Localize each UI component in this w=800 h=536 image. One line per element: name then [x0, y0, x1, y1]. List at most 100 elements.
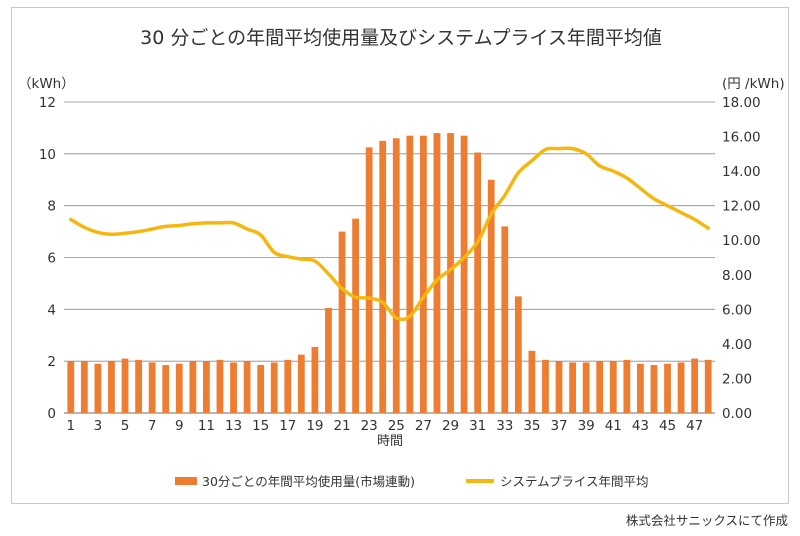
bar [691, 358, 699, 413]
legend-label-line: システムプライス年間平均 [500, 474, 649, 489]
bar [311, 346, 319, 413]
bar [555, 361, 563, 413]
bar [460, 135, 468, 414]
bar [80, 361, 88, 413]
x-tick-label: 11 [198, 418, 215, 434]
x-tick-label: 37 [550, 418, 567, 434]
bar [582, 362, 590, 413]
bar [623, 359, 631, 413]
bar [121, 358, 129, 413]
bar [677, 362, 685, 413]
x-tick-label: 13 [225, 418, 242, 434]
y-left-tick-label: 0 [47, 406, 56, 422]
x-axis-title: 時間 [377, 434, 403, 449]
bar [162, 365, 170, 413]
chart-svg: 30 分ごとの年間平均使用量及びシステムプライス年間平均値 （kWh） (円 /… [18, 27, 785, 489]
bar [420, 135, 427, 414]
bar [609, 361, 617, 413]
x-tick-label: 27 [415, 418, 432, 434]
x-tick-label: 3 [94, 418, 103, 434]
y-left-tick-label: 10 [39, 147, 56, 163]
x-tick-label: 7 [148, 418, 157, 434]
x-tick-label: 29 [442, 418, 459, 434]
x-tick-label: 35 [523, 418, 540, 434]
chart-title: 30 分ごとの年間平均使用量及びシステムプライス年間平均値 [140, 27, 662, 49]
x-tick-label: 9 [175, 418, 184, 434]
x-tick-label: 39 [578, 418, 595, 434]
x-tick-label: 33 [496, 418, 513, 434]
y-left-tick-label: 4 [47, 302, 56, 318]
y-left-tick-label: 8 [47, 199, 56, 215]
credit-text: 株式会社サニックスにて作成 [625, 513, 788, 528]
bar [352, 218, 359, 413]
bar [569, 362, 576, 413]
bar [189, 361, 197, 413]
bar [257, 365, 265, 413]
bar [216, 359, 224, 413]
x-tick-label: 23 [361, 418, 378, 434]
x-tick-label: 5 [121, 418, 130, 434]
bar [664, 363, 671, 413]
bar [514, 296, 522, 413]
x-tick-label: 45 [659, 418, 676, 434]
y-right-tick-label: 0.00 [722, 406, 752, 422]
y-right-tick-label: 14.00 [722, 164, 761, 180]
bar [501, 226, 509, 413]
bar [596, 361, 604, 413]
bar [474, 152, 482, 413]
bar [135, 359, 142, 413]
bar [325, 308, 332, 413]
bar [528, 350, 536, 413]
x-tick-label: 43 [632, 418, 649, 434]
x-tick-label: 47 [686, 418, 703, 434]
chart-frame: 30 分ごとの年間平均使用量及びシステムプライス年間平均値 （kWh） (円 /… [11, 7, 789, 504]
y-right-tick-label: 6.00 [722, 302, 752, 318]
bar [67, 361, 75, 413]
price-line [69, 146, 710, 322]
bar [230, 362, 237, 413]
legend-swatch-bar [175, 477, 197, 485]
legend: 30分ごとの年間平均使用量(市場連動) システムプライス年間平均 [175, 474, 649, 489]
left-axis-unit: （kWh） [18, 76, 75, 92]
y-right-tick-label: 12.00 [722, 199, 761, 215]
bar [297, 354, 305, 413]
y-right-tick-label: 8.00 [722, 268, 752, 284]
bar [365, 147, 373, 413]
bar [270, 362, 278, 413]
x-tick-label: 31 [469, 418, 486, 434]
x-tick-label: 15 [252, 418, 269, 434]
x-tick-label: 21 [333, 418, 350, 434]
bar [203, 361, 210, 413]
bars-layer [67, 133, 712, 414]
bar [704, 359, 712, 413]
bar [148, 362, 156, 413]
y-left-tick-label: 2 [47, 354, 56, 370]
y-left-tick-label: 6 [47, 251, 56, 267]
bar [94, 363, 102, 413]
bar [447, 133, 454, 413]
bar [637, 363, 644, 413]
legend-label-bar: 30分ごとの年間平均使用量(市場連動) [202, 474, 415, 489]
bar [108, 361, 115, 413]
y-right-tick-label: 2.00 [722, 371, 752, 387]
x-tick-label: 19 [306, 418, 323, 434]
bar [175, 363, 183, 413]
x-tick-label: 17 [279, 418, 296, 434]
y-right-tick-label: 16.00 [722, 130, 761, 146]
grid-layer [64, 101, 715, 414]
y-right-tick-label: 18.00 [722, 95, 761, 111]
x-tick-label: 1 [66, 418, 75, 434]
y-right-tick-label: 10.00 [722, 233, 761, 249]
y-right-tick-label: 4.00 [722, 337, 752, 353]
bar [379, 140, 387, 413]
line-layer [69, 146, 710, 322]
bar [284, 359, 292, 413]
bar [392, 138, 400, 414]
bar [406, 135, 414, 414]
y-left-tick-label: 12 [39, 95, 56, 111]
right-axis-unit: (円 /kWh) [722, 76, 785, 92]
bar [487, 179, 495, 413]
ticks-layer: 0 2 4 6 8 10 12 0.00 2.00 4.00 6.00 8.00 10.00 12.00 1… [39, 95, 761, 434]
bar [650, 365, 658, 413]
x-tick-label: 25 [388, 418, 405, 434]
